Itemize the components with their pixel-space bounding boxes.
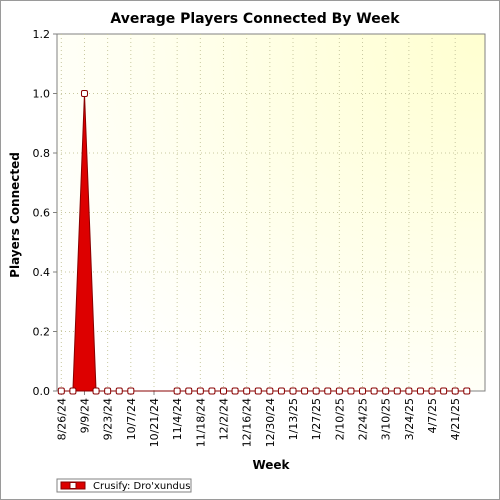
data-point	[347, 387, 355, 395]
x-tick-label: 10/7/24	[125, 398, 138, 440]
data-point	[173, 387, 181, 395]
data-point	[393, 387, 401, 395]
x-tick-label: 2/10/25	[333, 398, 346, 440]
data-point	[440, 387, 448, 395]
data-point	[277, 387, 285, 395]
x-tick-label: 3/10/25	[380, 398, 393, 440]
data-point	[92, 387, 100, 395]
data-point	[208, 387, 216, 395]
x-tick-label: 4/21/25	[449, 398, 462, 440]
data-point	[370, 387, 378, 395]
y-axis-title: Players Connected	[8, 152, 22, 278]
y-axis-ticks: 0.0 0.2 0.4 0.6 0.8 1.0 1.2	[33, 28, 57, 398]
data-point	[266, 387, 274, 395]
data-point	[359, 387, 367, 395]
x-tick-label: 11/4/24	[171, 398, 184, 440]
data-point	[69, 387, 77, 395]
data-point	[289, 387, 297, 395]
data-point	[231, 387, 239, 395]
data-point	[405, 387, 413, 395]
x-tick-label: 4/7/25	[426, 398, 439, 433]
x-tick-label: 2/24/25	[357, 398, 370, 440]
data-point	[219, 387, 227, 395]
y-tick-label: 1.2	[33, 28, 51, 41]
data-point	[335, 387, 343, 395]
x-tick-label: 10/21/24	[148, 398, 161, 447]
data-point	[382, 387, 390, 395]
data-point	[451, 387, 459, 395]
data-point	[243, 387, 251, 395]
x-tick-label: 8/26/24	[55, 398, 68, 440]
x-tick-label: 9/23/24	[102, 398, 115, 440]
y-tick-label: 0.0	[33, 385, 51, 398]
x-tick-label: 9/9/24	[78, 398, 91, 433]
grid-lines	[57, 34, 485, 391]
data-point	[57, 387, 65, 395]
x-tick-label: 12/30/24	[264, 398, 277, 447]
y-tick-label: 0.6	[33, 207, 51, 220]
series-layer	[57, 90, 471, 395]
x-axis-title: Week	[252, 458, 290, 472]
y-tick-label: 0.4	[33, 266, 51, 279]
legend: Crusify: Dro'xundus	[56, 478, 192, 493]
x-tick-label: 12/16/24	[241, 398, 254, 447]
data-point	[428, 387, 436, 395]
y-tick-label: 0.8	[33, 147, 51, 160]
legend-box	[56, 478, 192, 493]
x-tick-label: 1/27/25	[310, 398, 323, 440]
data-point	[196, 387, 204, 395]
data-point	[185, 387, 193, 395]
chart-title: Average Players Connected By Week	[110, 11, 400, 27]
data-point	[127, 387, 135, 395]
x-tick-label: 11/18/24	[194, 398, 207, 447]
series-area	[61, 93, 467, 392]
data-point	[312, 387, 320, 395]
data-point	[115, 387, 123, 395]
data-point	[463, 387, 471, 395]
data-point	[254, 387, 262, 395]
x-tick-label: 3/24/25	[403, 398, 416, 440]
x-tick-label: 12/2/24	[217, 398, 230, 440]
legend-marker	[69, 482, 77, 489]
x-axis-ticks: 8/26/24 9/9/24 9/23/24 10/7/24 10/21/24 11/4/…	[55, 391, 462, 447]
data-point	[416, 387, 424, 395]
data-point	[301, 387, 309, 395]
y-tick-label: 1.0	[33, 88, 51, 101]
data-point	[104, 387, 112, 395]
data-point	[80, 90, 88, 97]
x-tick-label: 1/13/25	[287, 398, 300, 440]
legend-label: Crusify: Dro'xundus	[93, 481, 190, 492]
y-tick-label: 0.2	[33, 326, 51, 339]
data-point	[324, 387, 332, 395]
